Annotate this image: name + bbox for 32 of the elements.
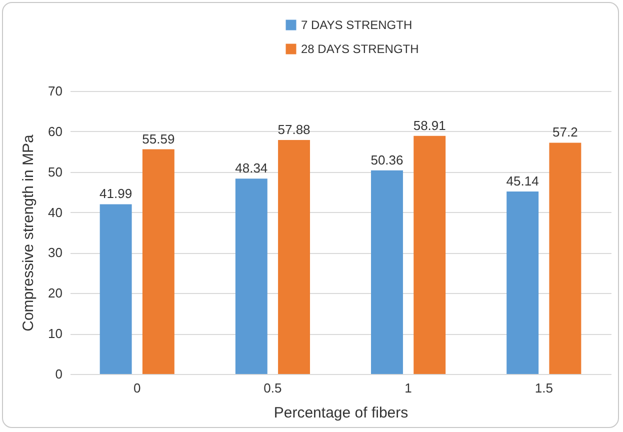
data-label: 57.2 (552, 124, 578, 140)
x-tick-label: 0.5 (264, 380, 282, 396)
y-axis-title: Compressive strength in MPa (20, 134, 38, 332)
legend-label: 7 DAYS STRENGTH (301, 18, 412, 32)
bar (371, 170, 403, 374)
x-tick-label: 1 (404, 380, 412, 396)
data-label: 41.99 (100, 186, 132, 202)
y-tick-label: 50 (48, 164, 62, 180)
y-tick-label: 0 (55, 366, 62, 382)
data-label: 58.91 (413, 118, 446, 133)
data-label: 50.36 (370, 152, 404, 168)
y-tick-label: 30 (48, 245, 62, 260)
bar (414, 136, 446, 374)
y-tick-label: 60 (48, 124, 62, 139)
x-tick-label: 1.5 (534, 380, 553, 396)
y-tick-label: 20 (48, 286, 62, 301)
x-tick-label: 0 (134, 380, 141, 396)
y-tick-label: 10 (48, 326, 62, 342)
y-tick-label: 70 (48, 84, 62, 98)
data-label: 48.34 (235, 160, 268, 176)
bar (549, 142, 582, 374)
bar (142, 149, 174, 374)
data-label: 57.88 (278, 122, 310, 137)
bar (278, 140, 310, 374)
data-label: 55.59 (142, 131, 175, 146)
bar (100, 204, 132, 374)
y-tick-label: 40 (48, 204, 62, 220)
data-label: 45.14 (506, 174, 539, 189)
legend-label: 28 DAYS STRENGTH (301, 42, 419, 56)
bar (506, 192, 539, 374)
bar (235, 178, 268, 374)
x-axis-title: Percentage of fibers (274, 404, 408, 422)
